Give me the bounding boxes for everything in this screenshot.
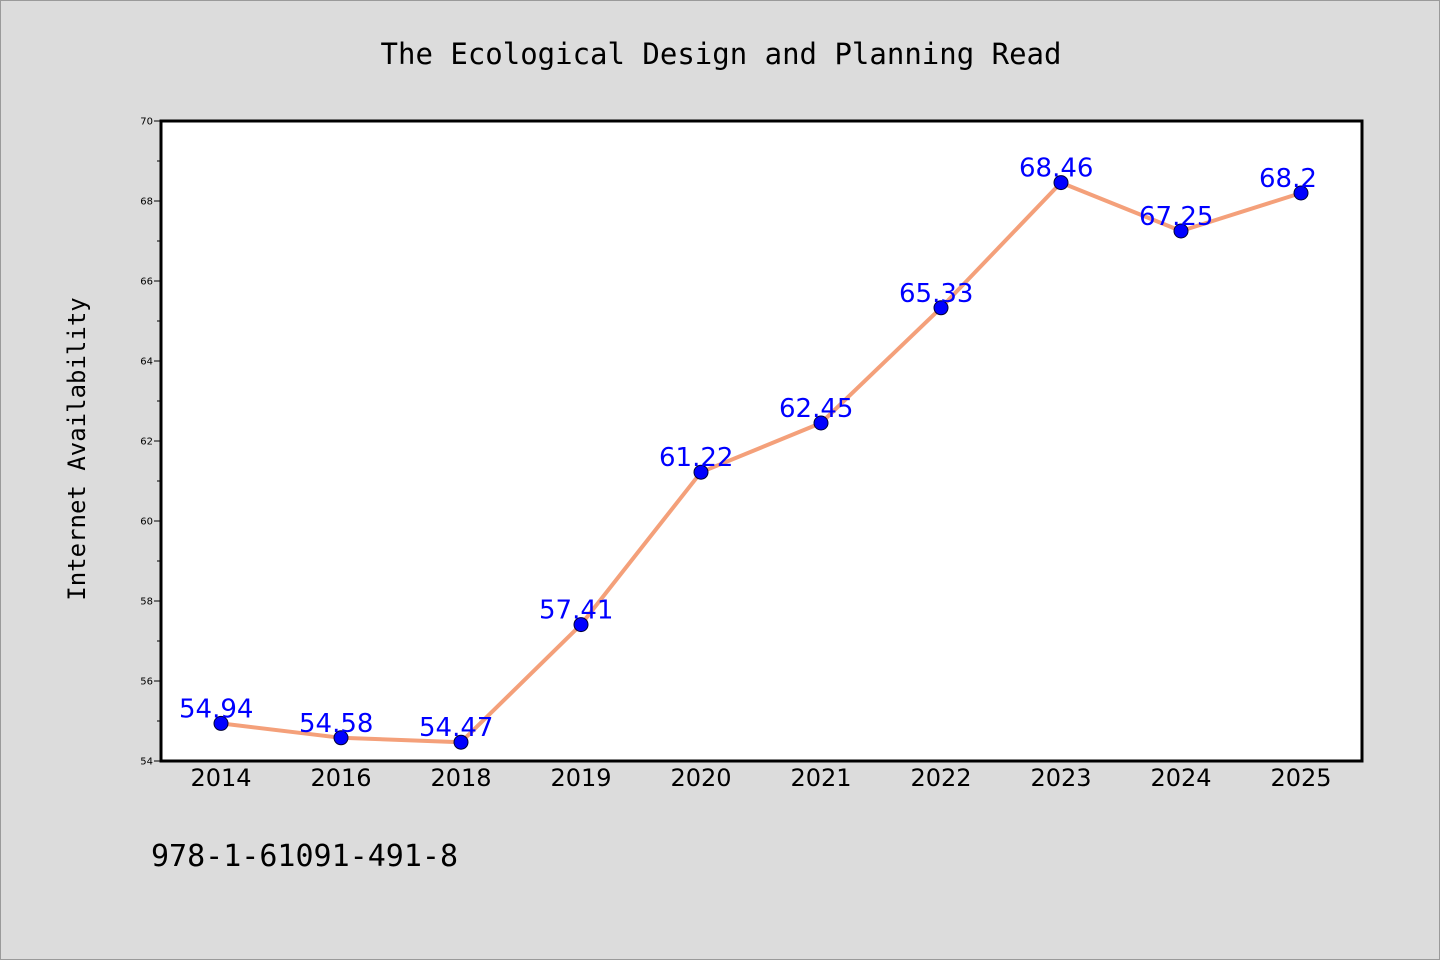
data-point — [693, 464, 709, 480]
data-point — [1173, 223, 1189, 239]
plot-area — [159, 119, 1364, 763]
data-point — [213, 715, 229, 731]
y-tick-label: 60 — [140, 517, 153, 528]
x-tick-label: 2016 — [310, 764, 371, 792]
y-tick-label: 62 — [140, 437, 153, 448]
data-label: 65.33 — [899, 279, 973, 309]
x-tick-label: 2022 — [910, 764, 971, 792]
x-tick-label: 2019 — [550, 764, 611, 792]
x-axis: 2014 2016 2018 2019 2020 2021 2022 2023 2024 2025 — [190, 764, 1331, 792]
data-label: 68.46 — [1019, 154, 1093, 184]
data-point — [333, 730, 349, 746]
series-line-group — [219, 180, 1303, 745]
y-tick-label: 66 — [140, 277, 153, 288]
data-label: 61.22 — [659, 443, 733, 473]
data-label: 57.41 — [539, 596, 613, 626]
x-tick-label: 2024 — [1150, 764, 1211, 792]
y-axis: 54 56 58 60 62 64 66 68 70 — [140, 117, 161, 768]
data-point — [573, 617, 589, 633]
data-point — [1053, 175, 1069, 191]
data-label: 67.25 — [1139, 202, 1213, 232]
data-label: 54.94 — [179, 694, 253, 724]
y-tick-label: 56 — [140, 677, 153, 688]
x-tick-label: 2020 — [670, 764, 731, 792]
y-tick-label: 68 — [140, 197, 153, 208]
y-tick-label: 58 — [140, 597, 153, 608]
data-point — [1293, 185, 1309, 201]
x-tick-label: 2018 — [430, 764, 491, 792]
y-axis-title: Internet Availability — [63, 297, 91, 600]
data-point — [813, 415, 829, 431]
x-tick-label: 2025 — [1270, 764, 1331, 792]
x-tick-label: 2021 — [790, 764, 851, 792]
isbn-text: 978-1-61091-491-8 — [151, 839, 458, 874]
data-label: 54.58 — [299, 709, 373, 739]
y-tick-label: 64 — [140, 357, 153, 368]
y-tick-label: 70 — [140, 117, 153, 128]
data-labels: 54.94 54.58 54.47 57.41 61.22 62.45 65.33 68.46… — [179, 154, 1317, 744]
data-label: 68.2 — [1259, 164, 1317, 194]
data-point — [453, 734, 469, 750]
data-point — [933, 300, 949, 316]
data-label: 62.45 — [779, 394, 853, 424]
x-tick-label: 2023 — [1030, 764, 1091, 792]
data-label: 54.47 — [419, 713, 493, 743]
data-markers — [213, 175, 1309, 750]
x-tick-label: 2014 — [190, 764, 251, 792]
chart-title: The Ecological Design and Planning Read — [381, 37, 1062, 71]
series-line — [219, 180, 1303, 745]
y-tick-label: 54 — [140, 757, 153, 768]
